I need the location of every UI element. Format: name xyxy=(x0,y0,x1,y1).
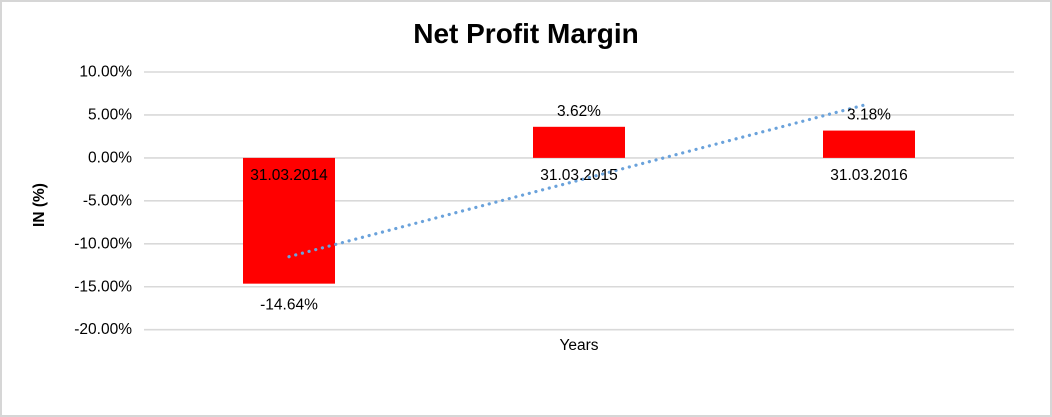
y-axis-tick-label: -10.00% xyxy=(74,235,132,252)
y-axis-tick-label: 5.00% xyxy=(88,106,132,123)
data-label: 3.18% xyxy=(847,107,891,124)
y-axis-tick-label: 0.00% xyxy=(88,149,132,166)
chart-title: Net Profit Margin xyxy=(413,18,639,49)
bar-31.03.2016[interactable] xyxy=(823,130,915,158)
bar-31.03.2014[interactable] xyxy=(243,157,335,284)
y-axis-tick-label: -15.00% xyxy=(74,278,132,295)
y-axis-tick-label: -20.00% xyxy=(74,321,132,338)
category-label: 31.03.2016 xyxy=(830,167,908,184)
data-label: 3.62% xyxy=(557,103,601,120)
bar-31.03.2015[interactable] xyxy=(533,126,625,158)
category-label: 31.03.2014 xyxy=(250,167,328,184)
y-axis-tick-label: 10.00% xyxy=(79,64,132,81)
y-axis-tick-label: -5.00% xyxy=(83,192,132,209)
data-label: -14.64% xyxy=(260,297,318,314)
category-label: 31.03.2015 xyxy=(540,167,618,184)
x-axis-title: Years xyxy=(559,337,599,354)
